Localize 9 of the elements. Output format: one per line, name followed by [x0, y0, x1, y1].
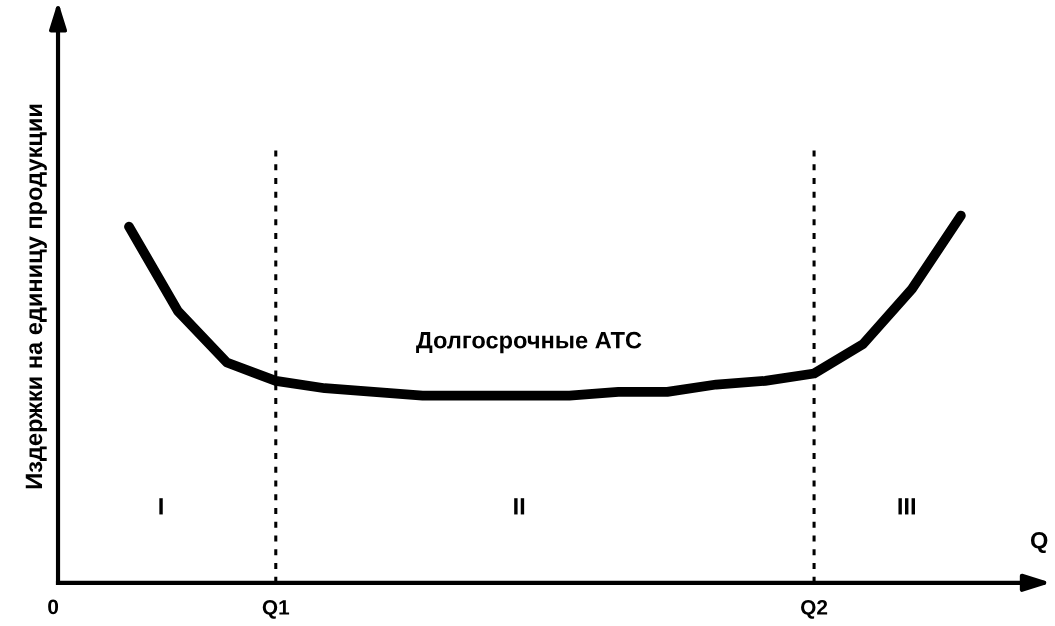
x-axis-title: Q — [1030, 531, 1048, 554]
annotation: I — [159, 498, 163, 515]
annotation: Долгосрочные АТС — [416, 331, 642, 354]
text: 0 — [48, 599, 59, 615]
y-axis-title: Издержки на единицу продукции — [25, 104, 47, 489]
x-tick-label: Q2 — [801, 600, 828, 619]
annotation: III — [898, 498, 915, 515]
annotation: II — [514, 498, 525, 515]
x-tick-label: Q1 — [262, 600, 290, 619]
